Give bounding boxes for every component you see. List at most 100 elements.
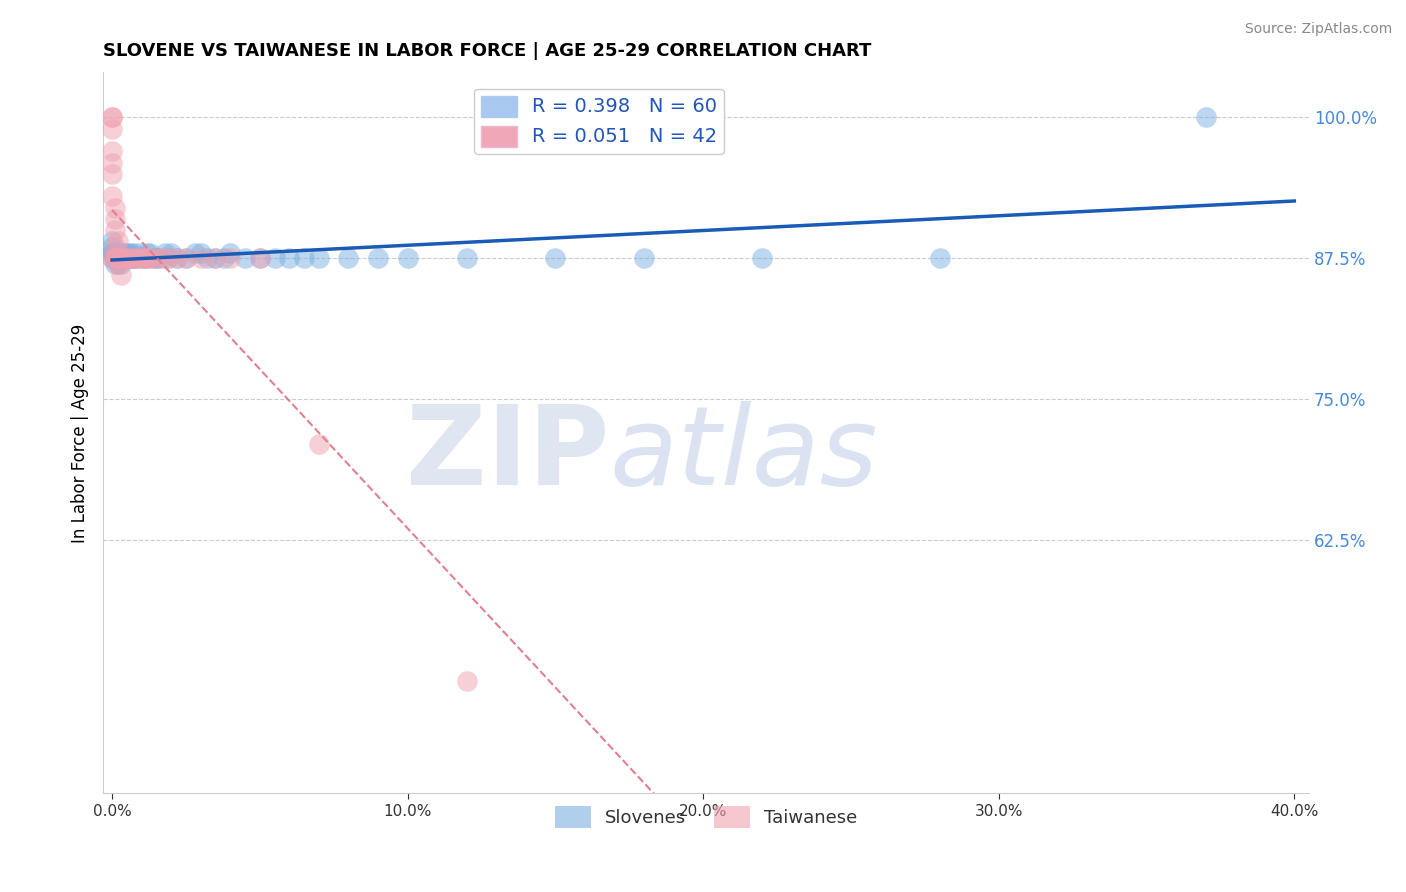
Point	[233, 252, 256, 266]
Point	[174, 252, 197, 266]
Point	[1194, 111, 1216, 125]
Point	[150, 252, 173, 266]
Point	[101, 155, 124, 169]
Point	[153, 245, 176, 260]
Point	[107, 252, 129, 266]
Point	[110, 268, 132, 283]
Point	[107, 252, 129, 266]
Point	[110, 245, 132, 260]
Point	[337, 252, 360, 266]
Point	[104, 257, 127, 271]
Text: ZIP: ZIP	[406, 401, 610, 508]
Point	[121, 252, 143, 266]
Point	[195, 252, 218, 266]
Point	[367, 252, 389, 266]
Point	[101, 240, 124, 254]
Point	[139, 245, 162, 260]
Point	[107, 235, 129, 249]
Point	[121, 252, 143, 266]
Point	[131, 252, 153, 266]
Point	[190, 245, 212, 260]
Point	[115, 252, 138, 266]
Point	[101, 252, 124, 266]
Point	[134, 252, 156, 266]
Point	[174, 252, 197, 266]
Point	[456, 673, 478, 688]
Point	[101, 167, 124, 181]
Point	[110, 257, 132, 271]
Text: atlas: atlas	[610, 401, 879, 508]
Point	[101, 121, 124, 136]
Point	[101, 111, 124, 125]
Point	[544, 252, 567, 266]
Point	[104, 252, 127, 266]
Point	[112, 252, 135, 266]
Point	[263, 252, 285, 266]
Point	[101, 245, 124, 260]
Point	[142, 252, 165, 266]
Legend: Slovenes, Taiwanese: Slovenes, Taiwanese	[547, 798, 865, 835]
Point	[308, 252, 330, 266]
Point	[204, 252, 226, 266]
Point	[104, 201, 127, 215]
Point	[107, 252, 129, 266]
Point	[101, 252, 124, 266]
Point	[160, 245, 183, 260]
Text: Source: ZipAtlas.com: Source: ZipAtlas.com	[1244, 22, 1392, 37]
Point	[166, 252, 188, 266]
Point	[104, 240, 127, 254]
Point	[107, 257, 129, 271]
Point	[101, 189, 124, 203]
Point	[118, 252, 141, 266]
Point	[118, 245, 141, 260]
Point	[110, 252, 132, 266]
Point	[101, 245, 124, 260]
Point	[101, 235, 124, 249]
Point	[751, 252, 773, 266]
Point	[139, 252, 162, 266]
Point	[104, 245, 127, 260]
Point	[128, 252, 150, 266]
Point	[219, 245, 242, 260]
Point	[112, 252, 135, 266]
Point	[145, 252, 167, 266]
Point	[124, 252, 146, 266]
Point	[101, 111, 124, 125]
Point	[148, 252, 170, 266]
Point	[292, 252, 315, 266]
Point	[110, 252, 132, 266]
Point	[112, 245, 135, 260]
Point	[121, 245, 143, 260]
Point	[219, 252, 242, 266]
Point	[134, 252, 156, 266]
Point	[308, 437, 330, 451]
Point	[115, 245, 138, 260]
Point	[101, 145, 124, 159]
Point	[190, 252, 212, 266]
Point	[118, 252, 141, 266]
Point	[104, 245, 127, 260]
Point	[157, 252, 180, 266]
Point	[249, 252, 271, 266]
Point	[128, 245, 150, 260]
Point	[136, 245, 159, 260]
Point	[278, 252, 301, 266]
Point	[104, 252, 127, 266]
Point	[456, 252, 478, 266]
Point	[157, 252, 180, 266]
Point	[396, 252, 419, 266]
Point	[145, 252, 167, 266]
Point	[112, 252, 135, 266]
Point	[249, 252, 271, 266]
Point	[107, 252, 129, 266]
Point	[204, 252, 226, 266]
Point	[104, 252, 127, 266]
Point	[115, 252, 138, 266]
Point	[107, 245, 129, 260]
Point	[104, 211, 127, 226]
Point	[166, 252, 188, 266]
Point	[136, 252, 159, 266]
Y-axis label: In Labor Force | Age 25-29: In Labor Force | Age 25-29	[72, 323, 89, 542]
Point	[124, 252, 146, 266]
Point	[633, 252, 655, 266]
